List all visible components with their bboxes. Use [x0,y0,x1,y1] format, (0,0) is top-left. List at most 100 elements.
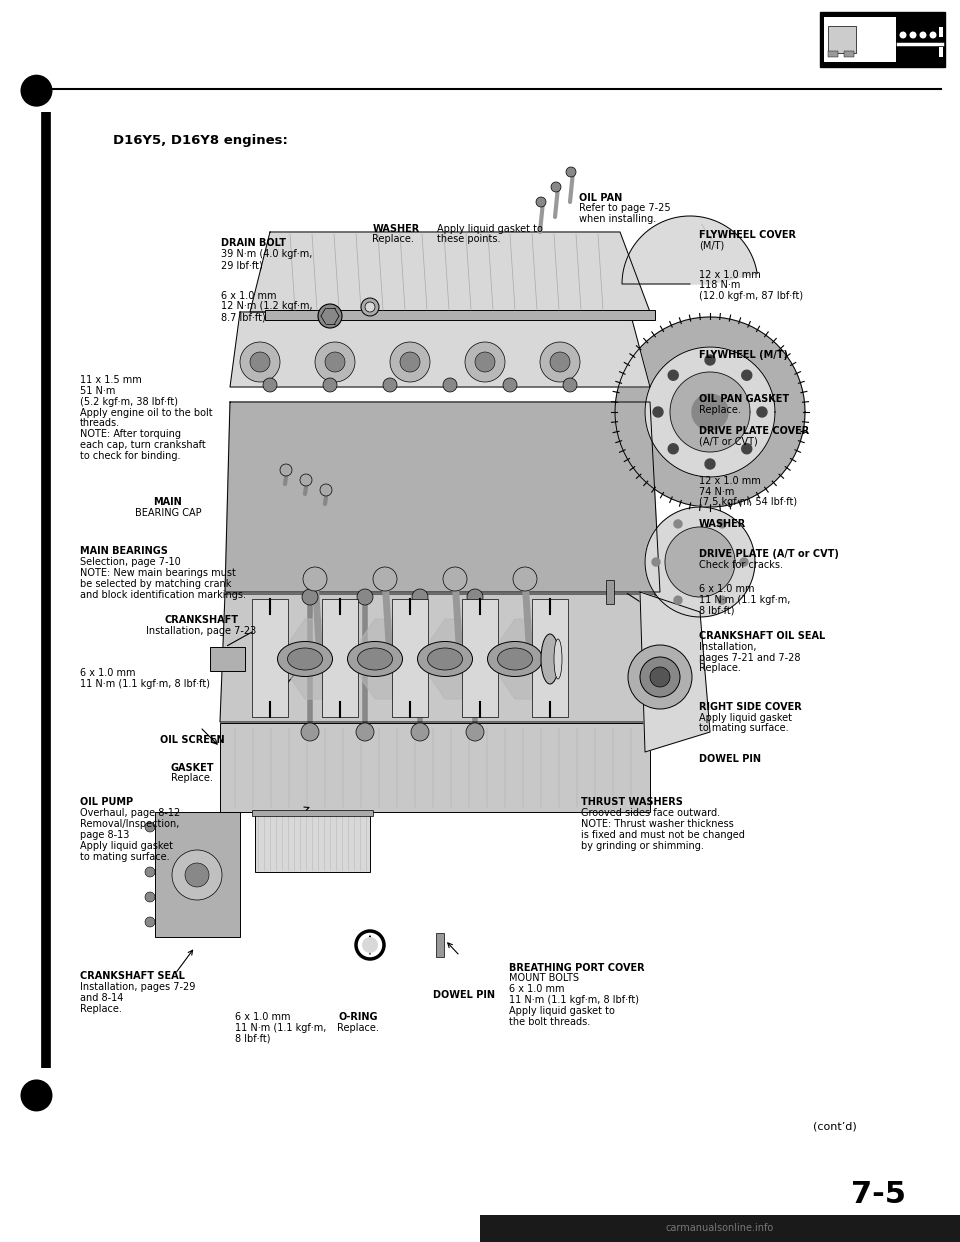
Circle shape [301,723,319,741]
Text: THRUST WASHERS: THRUST WASHERS [581,797,683,807]
Circle shape [536,197,546,207]
Text: (A/T or CVT): (A/T or CVT) [699,437,757,447]
Circle shape [383,378,397,392]
Polygon shape [622,216,757,284]
Circle shape [628,645,692,709]
Text: carmanualsonline.info: carmanualsonline.info [666,1223,774,1233]
Text: and 8-14: and 8-14 [80,992,123,1004]
Circle shape [361,298,379,315]
Polygon shape [740,558,748,566]
Text: Grooved sides face outward.: Grooved sides face outward. [581,809,720,818]
Polygon shape [430,619,485,699]
Ellipse shape [554,638,562,679]
Circle shape [411,723,429,741]
Text: Selection, page 7-10: Selection, page 7-10 [80,558,180,568]
Circle shape [563,378,577,392]
Text: Removal/Inspection,: Removal/Inspection, [80,818,180,830]
Text: to check for binding.: to check for binding. [80,451,180,461]
Text: DRIVE PLATE COVER: DRIVE PLATE COVER [699,426,809,436]
Bar [220,723,650,812]
Text: NOTE: After torquing: NOTE: After torquing [80,430,180,440]
Circle shape [145,917,155,927]
Text: be selected by matching crank: be selected by matching crank [80,579,231,589]
Polygon shape [742,443,752,453]
Text: 29 lbf·ft): 29 lbf·ft) [221,260,262,271]
Polygon shape [645,507,755,617]
Circle shape [650,667,670,687]
Circle shape [303,568,327,591]
Circle shape [467,589,483,605]
Text: to mating surface.: to mating surface. [80,852,169,862]
Circle shape [466,723,484,741]
Text: 11 N·m (1.1 kgf·m, 8 lbf·ft): 11 N·m (1.1 kgf·m, 8 lbf·ft) [509,995,638,1005]
Circle shape [475,351,495,373]
Text: Apply engine oil to the bolt: Apply engine oil to the bolt [80,407,212,417]
Circle shape [400,351,420,373]
Text: 7-5: 7-5 [851,1180,906,1210]
Bar [252,810,373,816]
Text: BREATHING PORT COVER: BREATHING PORT COVER [509,963,644,972]
Text: O-RING: O-RING [338,1012,378,1022]
Text: (cont’d): (cont’d) [813,1122,857,1131]
Text: by grinding or shimming.: by grinding or shimming. [581,841,704,851]
Bar [828,26,856,53]
Bar [210,647,245,671]
Text: 39 N·m (4.0 kgf·m,: 39 N·m (4.0 kgf·m, [221,250,312,260]
Text: OIL PUMP: OIL PUMP [80,797,132,807]
Text: BEARING CAP: BEARING CAP [134,508,202,518]
Text: FLYWHEEL COVER: FLYWHEEL COVER [699,230,796,240]
Circle shape [909,31,917,39]
Bar [939,47,943,57]
Text: threads.: threads. [80,419,120,428]
Text: Installation, page 7-23: Installation, page 7-23 [147,626,256,636]
Polygon shape [640,592,710,751]
Text: NOTE: Thrust washer thickness: NOTE: Thrust washer thickness [581,818,733,830]
Text: DOWEL PIN: DOWEL PIN [699,754,761,764]
Polygon shape [705,355,715,365]
Text: Apply liquid gasket to: Apply liquid gasket to [437,224,542,233]
Text: Replace.: Replace. [699,405,741,415]
Text: 6 x 1.0 mm: 6 x 1.0 mm [221,291,276,301]
Bar [844,51,854,57]
Circle shape [320,484,332,496]
Bar [322,599,358,717]
Circle shape [323,378,337,392]
Circle shape [920,31,926,39]
Text: MAIN: MAIN [154,497,182,507]
Bar [255,812,370,872]
Text: RIGHT SIDE COVER: RIGHT SIDE COVER [699,702,802,712]
Text: 12 x 1.0 mm: 12 x 1.0 mm [699,476,760,486]
Circle shape [513,568,537,591]
Polygon shape [718,596,726,604]
Bar [436,933,444,958]
Text: MAIN BEARINGS: MAIN BEARINGS [80,546,168,556]
Text: 11 N·m (1.1 kgf·m,: 11 N·m (1.1 kgf·m, [235,1023,326,1033]
Text: DRAIN BOLT: DRAIN BOLT [221,238,286,248]
Text: these points.: these points. [437,235,500,245]
Text: 51 N·m: 51 N·m [80,386,115,396]
Polygon shape [692,394,728,430]
Circle shape [20,1079,53,1112]
Circle shape [356,723,374,741]
Text: Refer to page 7-25: Refer to page 7-25 [579,204,670,214]
Text: Replace.: Replace. [372,235,415,245]
Text: (12.0 kgf·m, 87 lbf·ft): (12.0 kgf·m, 87 lbf·ft) [699,291,803,302]
Text: Apply liquid gasket to: Apply liquid gasket to [509,1006,614,1016]
Text: 11 x 1.5 mm: 11 x 1.5 mm [80,375,141,385]
Text: CRANKSHAFT OIL SEAL: CRANKSHAFT OIL SEAL [699,631,826,641]
Text: the bolt threads.: the bolt threads. [509,1017,590,1027]
Polygon shape [500,619,555,699]
Polygon shape [742,370,752,380]
Circle shape [465,342,505,383]
Text: Replace.: Replace. [699,663,741,673]
Circle shape [172,850,222,900]
Text: MOUNT BOLTS: MOUNT BOLTS [509,974,579,984]
Bar [606,580,614,604]
Polygon shape [290,619,345,699]
Circle shape [145,822,155,832]
Polygon shape [670,373,750,452]
Polygon shape [230,312,650,388]
Text: 74 N·m: 74 N·m [699,487,734,497]
Text: DRIVE PLATE (A/T or CVT): DRIVE PLATE (A/T or CVT) [699,549,839,559]
Circle shape [640,657,680,697]
